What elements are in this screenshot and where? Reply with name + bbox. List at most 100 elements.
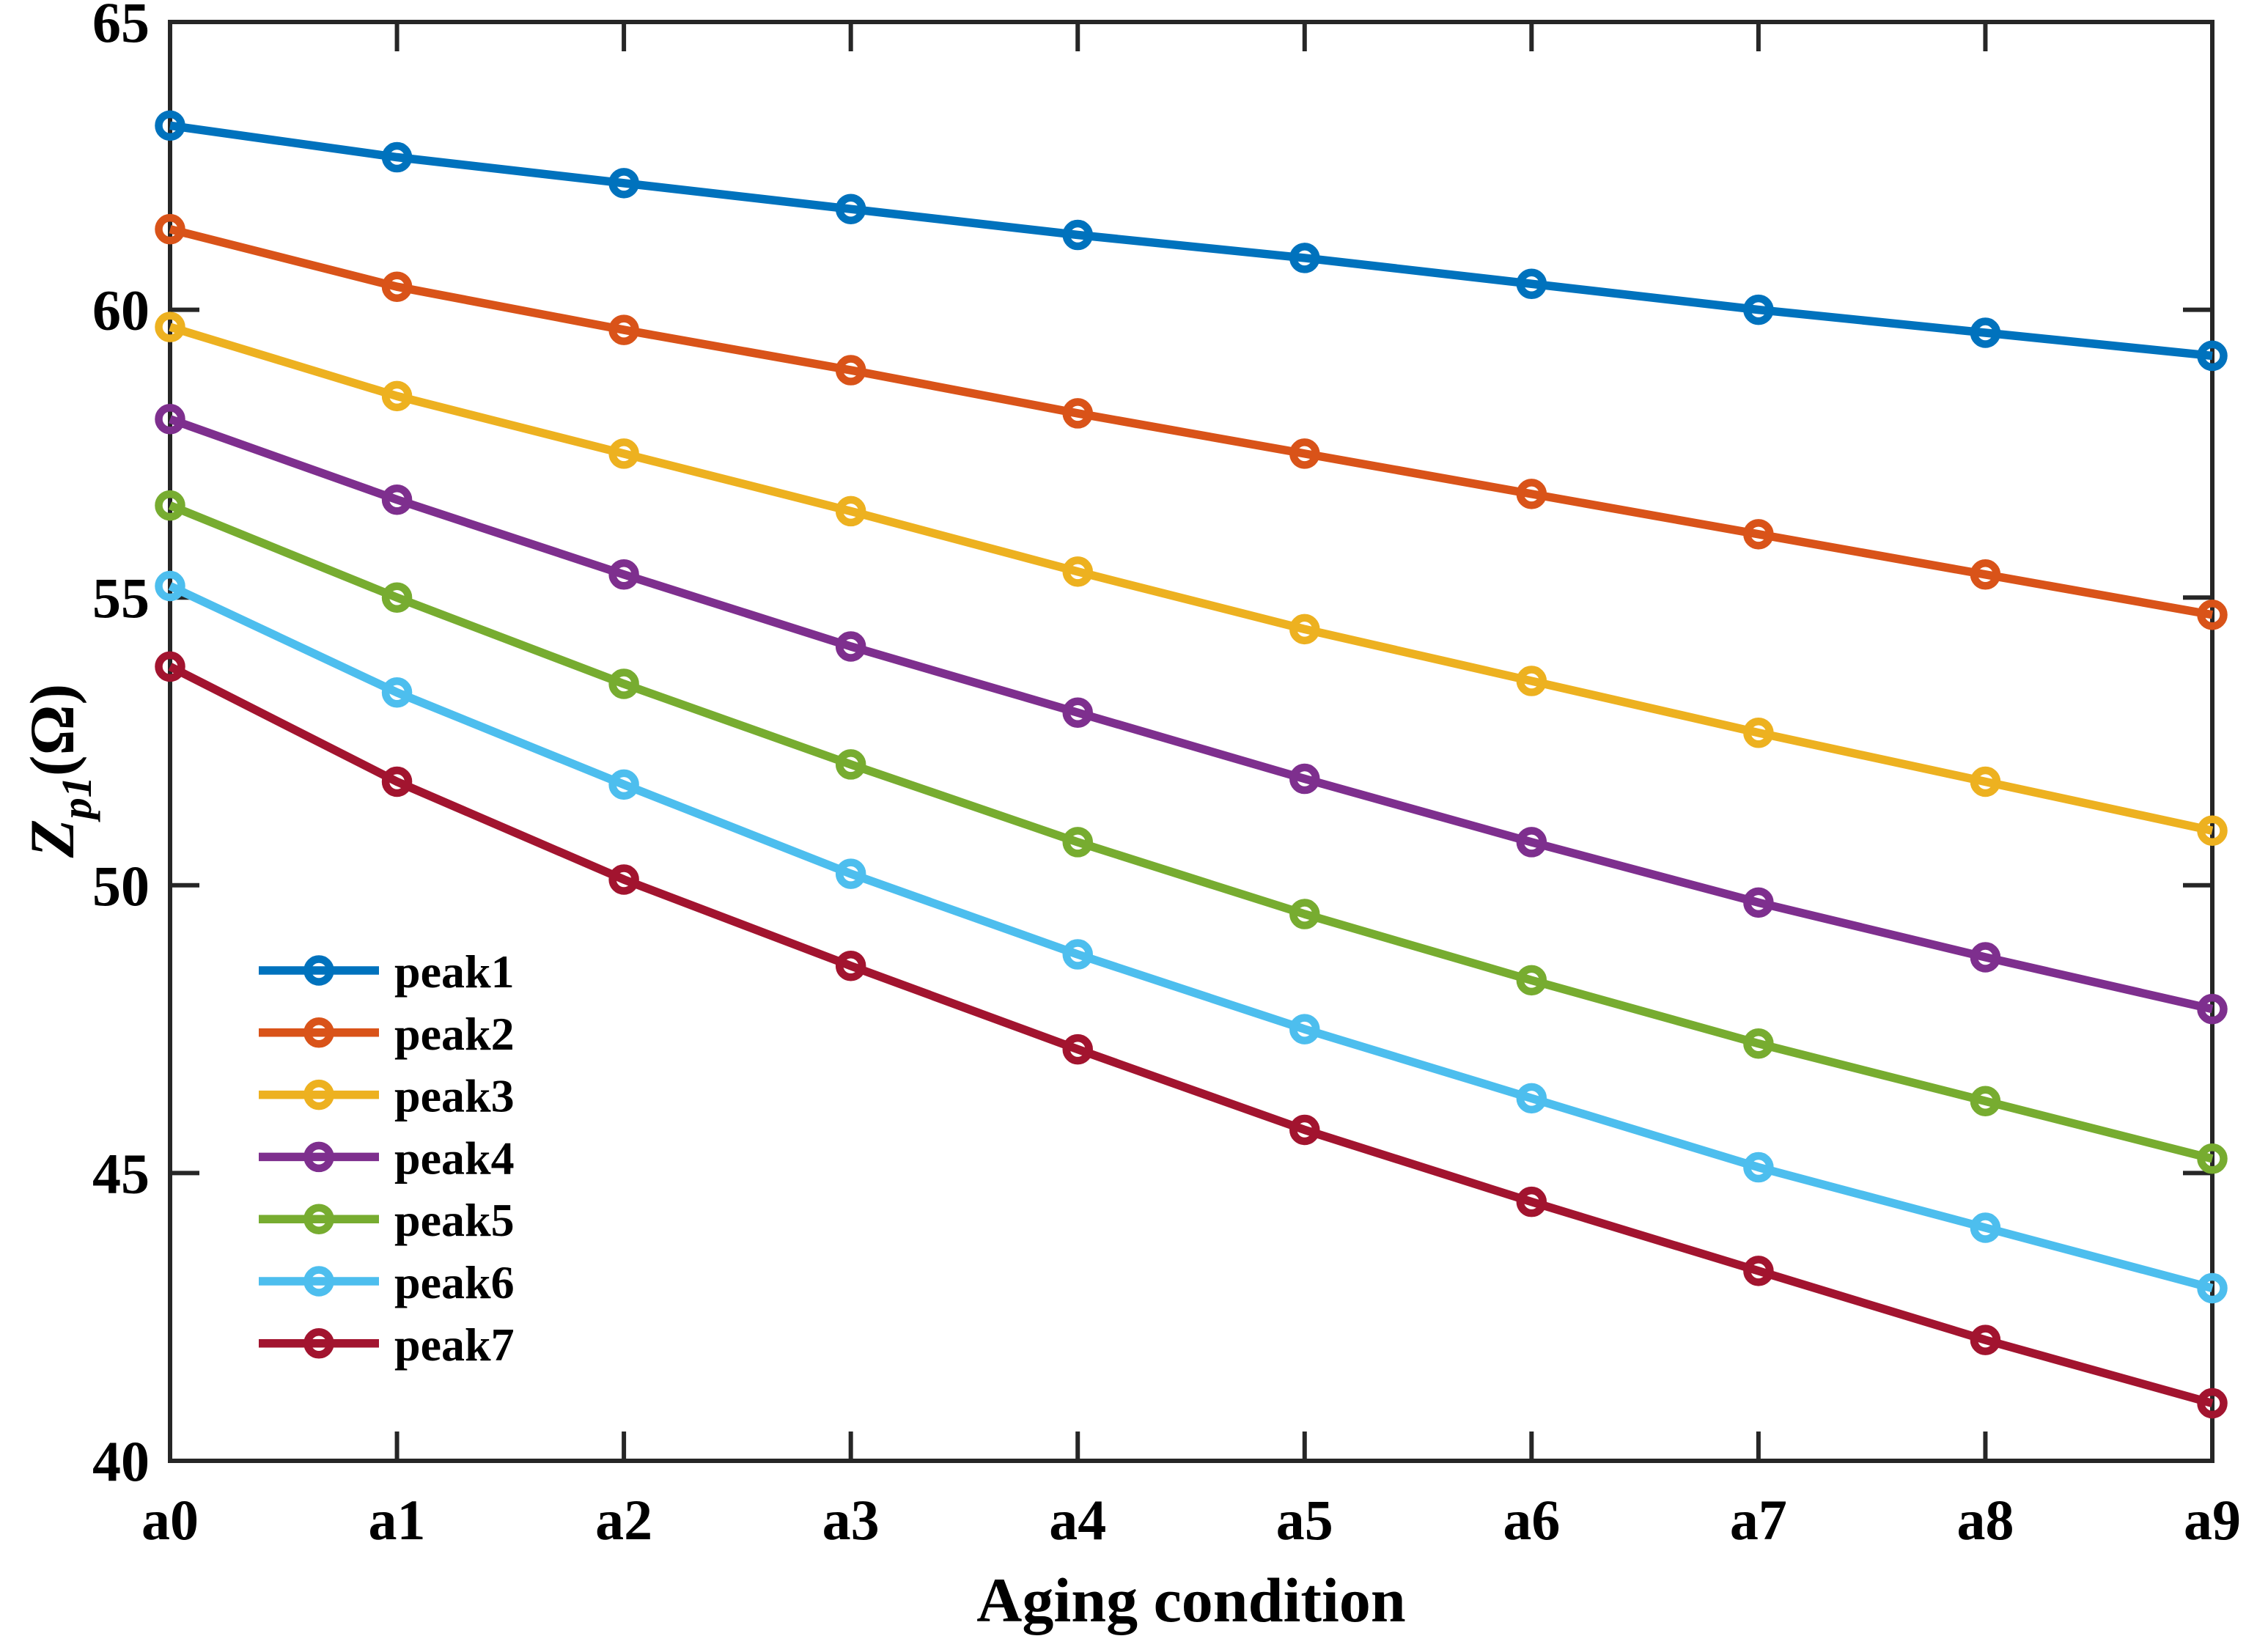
data-point-marker (1743, 1028, 1774, 1059)
x-axis-label: Aging condition (976, 1565, 1405, 1635)
data-point-marker (835, 749, 866, 780)
legend-label: peak3 (394, 1070, 515, 1122)
data-point-marker (608, 769, 639, 800)
data-point-marker (1289, 899, 1320, 929)
data-point-marker (381, 141, 413, 173)
x-tick-label: a3 (822, 1488, 880, 1552)
data-point-marker (1516, 1186, 1547, 1217)
legend-marker-sample (303, 1079, 334, 1110)
data-point-marker (1289, 243, 1320, 273)
data-point-marker (2197, 1272, 2228, 1304)
legend-item-peak1: peak1 (259, 946, 515, 998)
data-point-marker (835, 355, 866, 386)
y-tick-label: 40 (92, 1429, 150, 1493)
data-point-marker (155, 404, 185, 435)
data-point-marker (1062, 219, 1093, 251)
data-point-marker (2197, 1143, 2228, 1174)
data-point-marker (381, 677, 413, 708)
data-point-marker (381, 271, 413, 302)
legend-label: peak6 (394, 1256, 515, 1308)
x-tick-label: a4 (1049, 1488, 1106, 1552)
data-point-marker (1516, 479, 1547, 509)
data-point-marker (381, 766, 413, 797)
data-point-marker (1516, 827, 1547, 858)
data-point-marker (1743, 294, 1774, 325)
legend-label: peak2 (394, 1008, 515, 1060)
legend-marker-sample (303, 1328, 334, 1359)
data-point-marker (2197, 993, 2228, 1025)
data-point-marker (835, 950, 866, 981)
data-point-marker (835, 631, 866, 662)
series-line-peak4 (169, 415, 2214, 1014)
data-point-marker (608, 168, 639, 199)
data-point-marker (2197, 1388, 2228, 1419)
data-point-marker (1970, 1086, 2001, 1116)
series-line-peak2 (169, 225, 2214, 619)
x-tick-label: a6 (1503, 1488, 1560, 1552)
legend-item-peak2: peak2 (259, 1008, 515, 1060)
x-tick-label: a2 (595, 1488, 652, 1552)
series-peak3 (155, 312, 2228, 846)
data-point-marker (1516, 1083, 1547, 1114)
series-line-peak3 (169, 323, 2214, 835)
legend: peak1 peak2 peak3 peak4 peak5 peak6 peak7 (259, 946, 515, 1371)
legend-item-peak7: peak7 (259, 1319, 515, 1371)
data-point-marker (1516, 666, 1547, 696)
data-point-marker (1062, 939, 1093, 970)
data-point-marker (1289, 438, 1320, 469)
data-point-marker (2197, 340, 2228, 372)
data-point-marker (608, 559, 639, 590)
x-tick-label: a9 (2184, 1488, 2241, 1552)
legend-marker-sample (303, 1141, 334, 1173)
data-point-marker (1743, 1256, 1774, 1286)
data-point-marker (381, 582, 413, 613)
series-line-peak1 (169, 121, 2213, 361)
data-point-marker (1743, 1152, 1774, 1183)
y-tick-label: 45 (92, 1141, 150, 1205)
y-axis-label: Zp1(Ω) (17, 684, 100, 858)
data-point-marker (608, 438, 639, 469)
data-point-marker (1516, 268, 1547, 300)
data-point-marker (381, 380, 413, 412)
legend-label: peak7 (394, 1319, 515, 1371)
data-point-marker (1743, 717, 1774, 748)
data-point-marker (1970, 1212, 2001, 1243)
data-point-marker (155, 651, 185, 682)
data-point-marker (1062, 398, 1093, 429)
data-point-marker (1970, 317, 2001, 348)
data-point-marker (1516, 965, 1547, 996)
data-point-marker (608, 668, 639, 699)
legend-marker-sample (303, 955, 334, 986)
data-point-marker (1062, 697, 1093, 728)
data-point-marker (1970, 1324, 2001, 1355)
data-point-marker (1289, 1014, 1320, 1044)
data-point-marker (1970, 766, 2001, 797)
data-point-marker (2197, 600, 2228, 630)
series-peak6 (155, 570, 2228, 1304)
data-point-marker (835, 495, 866, 527)
series-peak7 (155, 651, 2228, 1419)
x-tick-label: a5 (1276, 1488, 1333, 1552)
data-point-marker (155, 110, 185, 141)
data-point-marker (1062, 1033, 1093, 1065)
legend-marker-sample (303, 1204, 334, 1234)
series-peak5 (155, 490, 2228, 1174)
plot-frame (168, 20, 2214, 1463)
legend-item-peak6: peak6 (259, 1256, 515, 1308)
series-line-peak5 (168, 501, 2214, 1163)
data-point-marker (155, 570, 185, 602)
legend-marker-sample (303, 1017, 334, 1048)
legend-item-peak5: peak5 (259, 1194, 515, 1246)
data-point-marker (1970, 559, 2001, 590)
x-tick-label: a8 (1956, 1488, 2014, 1552)
data-point-marker (2197, 815, 2228, 846)
series-peak2 (155, 213, 2228, 630)
data-point-marker (1289, 763, 1320, 795)
legend-label: peak1 (394, 946, 515, 998)
data-point-marker (608, 314, 639, 345)
data-point-marker (155, 490, 185, 521)
legend-label: peak5 (394, 1194, 515, 1246)
data-point-marker (608, 864, 639, 895)
